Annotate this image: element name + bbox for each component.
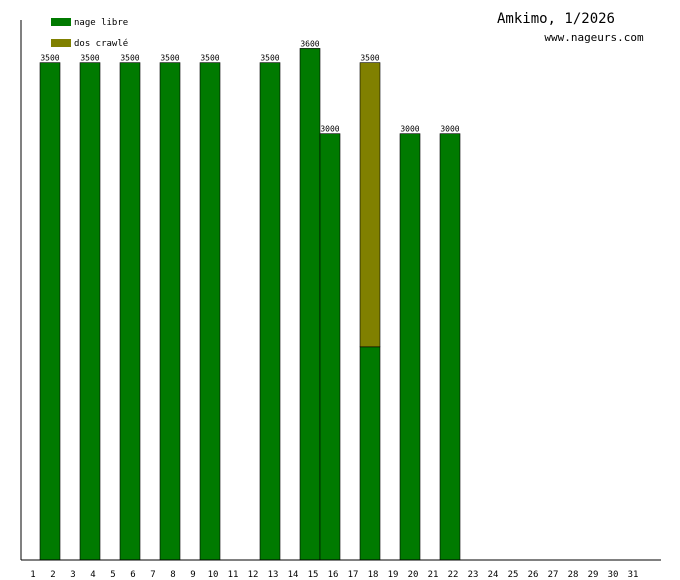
x-tick-label: 4 [90,570,95,580]
x-tick-label: 31 [628,570,639,580]
x-tick-label: 24 [488,570,499,580]
x-tick-label: 22 [448,570,459,580]
bar-segment-dos-crawle [359,62,381,348]
bar-value-label: 3500 [80,54,99,63]
bar-segment-nage-libre [319,133,341,561]
x-tick-label: 25 [508,570,519,580]
x-tick-label: 20 [408,570,419,580]
x-tick-label: 28 [568,570,579,580]
bar-value-label: 3500 [40,54,59,63]
legend-swatch-dos-crawle [51,39,71,47]
value-labels-layer: 3500 3500 3500 3500 3500 3500 3600 3000 3500 3000… [40,39,459,133]
x-tick-label: 1 [30,570,35,580]
bar-segment-nage-libre [79,62,101,561]
x-tick-label: 21 [428,570,439,580]
bar-segment-nage-libre [399,133,421,561]
x-tick-label: 17 [348,570,359,580]
bar-segment-nage-libre [439,133,461,561]
x-tick-label: 8 [170,570,175,580]
x-tick-label: 7 [150,570,155,580]
x-tick-label: 19 [388,570,399,580]
bar-segment-nage-libre [299,48,321,561]
bar-segment-nage-libre [259,62,281,561]
bar-value-label: 3000 [400,125,419,134]
bar-value-label: 3000 [320,125,339,134]
x-tick-label: 11 [228,570,239,580]
legend: nage libre dos crawlé [51,18,128,49]
x-tick-label: 27 [548,570,559,580]
bar-value-label: 3500 [360,54,379,63]
chart-title: Amkimo, 1/2026 [497,11,615,27]
bar-value-label: 3500 [160,54,179,63]
bar-value-label: 3500 [260,54,279,63]
x-tick-label: 10 [208,570,219,580]
legend-label-nage-libre: nage libre [74,18,128,28]
bar-value-label: 3500 [120,54,139,63]
x-tick-label: 5 [110,570,115,580]
bars-layer [39,48,461,561]
x-tick-label: 14 [288,570,299,580]
bar-segment-nage-libre [39,62,61,561]
x-tick-label: 13 [268,570,279,580]
x-tick-label: 26 [528,570,539,580]
x-tick-label: 23 [468,570,479,580]
x-tick-label: 18 [368,570,379,580]
bar-value-label: 3000 [440,125,459,134]
bar-segment-nage-libre [159,62,181,561]
bar-segment-nage-libre [199,62,221,561]
legend-swatch-nage-libre [51,18,71,26]
x-tick-label: 6 [130,570,135,580]
bar-segment-nage-libre [119,62,141,561]
x-tick-label: 16 [328,570,339,580]
bar-value-label: 3600 [300,39,319,48]
x-tick-label: 30 [608,570,619,580]
x-tick-labels: 1 2 3 4 5 6 7 8 9 10 11 12 13 14 15 16 17 18 19 20 21 22 23 24 2… [30,570,638,580]
x-tick-label: 29 [588,570,599,580]
x-tick-label: 12 [248,570,259,580]
x-tick-label: 2 [50,570,55,580]
bar-segment-nage-libre [359,346,381,561]
bar-value-label: 3500 [200,54,219,63]
x-tick-label: 3 [70,570,75,580]
x-tick-label: 15 [308,570,319,580]
chart-subtitle: www.nageurs.com [544,31,644,44]
x-tick-label: 9 [190,570,195,580]
legend-label-dos-crawle: dos crawlé [74,38,128,49]
